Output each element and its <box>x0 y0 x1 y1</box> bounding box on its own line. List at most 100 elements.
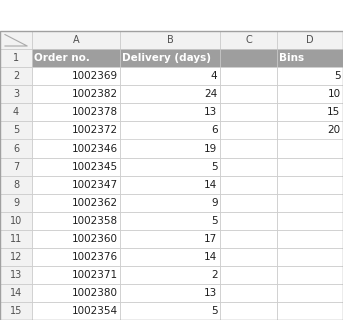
Text: 14: 14 <box>204 180 217 190</box>
Bar <box>220 157 277 176</box>
Text: 4: 4 <box>211 71 217 81</box>
Bar <box>32 103 120 122</box>
Bar <box>120 157 220 176</box>
Bar <box>120 140 220 157</box>
Text: 3: 3 <box>13 89 19 100</box>
Bar <box>120 230 220 248</box>
Bar <box>220 230 277 248</box>
Bar <box>220 248 277 266</box>
Bar <box>277 176 343 194</box>
Bar <box>220 284 277 302</box>
Text: 1002371: 1002371 <box>71 270 118 280</box>
Text: A: A <box>73 35 79 45</box>
Text: 9: 9 <box>211 198 217 208</box>
Bar <box>120 302 220 320</box>
Bar <box>32 302 120 320</box>
Text: 13: 13 <box>204 108 217 117</box>
Bar <box>120 248 220 266</box>
Bar <box>120 103 220 122</box>
Bar <box>32 230 120 248</box>
Bar <box>120 67 220 85</box>
Bar <box>120 122 220 140</box>
Bar <box>277 140 343 157</box>
Bar <box>277 230 343 248</box>
Bar <box>120 31 220 49</box>
Bar <box>120 49 220 67</box>
Bar <box>277 31 343 49</box>
Text: 7: 7 <box>13 162 19 172</box>
Bar <box>220 49 277 67</box>
Text: B: B <box>167 35 173 45</box>
Text: 1002362: 1002362 <box>71 198 118 208</box>
Bar <box>0 230 32 248</box>
Bar <box>0 266 32 284</box>
Bar <box>277 85 343 103</box>
Bar <box>277 266 343 284</box>
Bar <box>32 140 120 157</box>
Bar <box>277 248 343 266</box>
Text: 15: 15 <box>10 306 22 316</box>
Bar <box>32 67 120 85</box>
Text: 10: 10 <box>327 89 341 100</box>
Text: 14: 14 <box>10 288 22 298</box>
Text: Delivery (days): Delivery (days) <box>122 53 212 63</box>
Text: 5: 5 <box>211 162 217 172</box>
Text: 10: 10 <box>10 216 22 226</box>
Bar <box>220 212 277 230</box>
Text: 13: 13 <box>10 270 22 280</box>
Bar <box>0 248 32 266</box>
Bar <box>220 266 277 284</box>
Bar <box>220 194 277 212</box>
Text: 13: 13 <box>204 288 217 298</box>
Bar <box>220 176 277 194</box>
Text: 1: 1 <box>13 53 19 63</box>
Text: 12: 12 <box>10 252 22 262</box>
Text: 1002347: 1002347 <box>71 180 118 190</box>
Text: 5: 5 <box>211 216 217 226</box>
Text: 1002360: 1002360 <box>71 234 118 244</box>
Bar <box>277 212 343 230</box>
Bar <box>220 302 277 320</box>
Text: 6: 6 <box>13 144 19 154</box>
Text: 11: 11 <box>10 234 22 244</box>
Text: 17: 17 <box>204 234 217 244</box>
Bar <box>0 122 32 140</box>
Bar <box>277 67 343 85</box>
Text: Order no.: Order no. <box>35 53 90 63</box>
Text: 1002354: 1002354 <box>71 306 118 316</box>
Bar <box>277 49 343 67</box>
Bar <box>120 266 220 284</box>
Bar <box>277 194 343 212</box>
Text: 20: 20 <box>327 125 341 135</box>
Bar <box>120 85 220 103</box>
Bar <box>277 122 343 140</box>
Bar <box>0 194 32 212</box>
Bar <box>120 194 220 212</box>
Bar <box>220 122 277 140</box>
Text: 5: 5 <box>211 306 217 316</box>
Bar <box>0 49 32 67</box>
Bar <box>0 140 32 157</box>
Text: 1002358: 1002358 <box>71 216 118 226</box>
Text: 4: 4 <box>13 108 19 117</box>
Text: 14: 14 <box>204 252 217 262</box>
Bar <box>0 103 32 122</box>
Text: 1002378: 1002378 <box>71 108 118 117</box>
Bar <box>220 67 277 85</box>
Text: 1002382: 1002382 <box>71 89 118 100</box>
Bar <box>220 140 277 157</box>
Bar <box>277 284 343 302</box>
Bar <box>32 31 120 49</box>
Text: 1002372: 1002372 <box>71 125 118 135</box>
Bar <box>0 284 32 302</box>
Text: 6: 6 <box>211 125 217 135</box>
Bar <box>277 157 343 176</box>
Bar <box>0 212 32 230</box>
Bar <box>32 284 120 302</box>
Bar <box>32 248 120 266</box>
Text: 5: 5 <box>13 125 19 135</box>
Bar <box>120 212 220 230</box>
Bar <box>0 31 32 49</box>
Bar <box>32 122 120 140</box>
Bar <box>0 302 32 320</box>
